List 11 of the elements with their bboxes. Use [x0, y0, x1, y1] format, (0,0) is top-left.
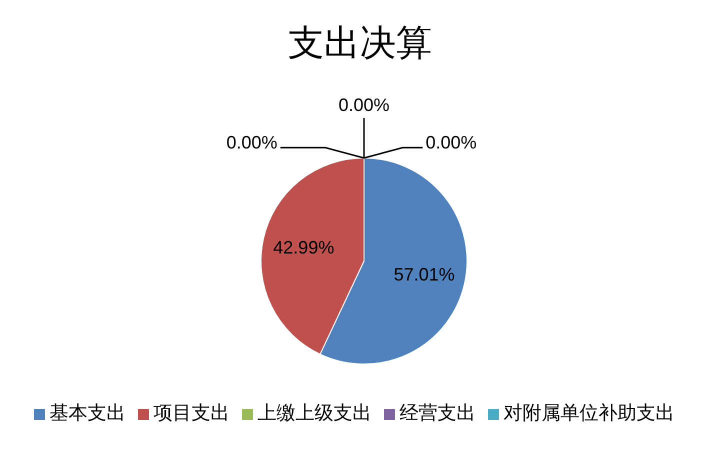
chart-title: 支出决算 [287, 22, 433, 64]
legend-label: 基本支出 [50, 402, 126, 426]
text: 0.00% [338, 95, 390, 115]
text: 0.00% [426, 132, 477, 153]
legend-label: 对附属单位补助支出 [504, 402, 674, 426]
legend-label: 项目支出 [154, 402, 230, 426]
data-label: 57.01% [394, 264, 455, 284]
legend-label: 经营支出 [400, 402, 476, 426]
data-label: 42.99% [273, 238, 334, 258]
text: 0.00% [226, 132, 278, 153]
legend-label: 上缴上级支出 [258, 402, 372, 426]
